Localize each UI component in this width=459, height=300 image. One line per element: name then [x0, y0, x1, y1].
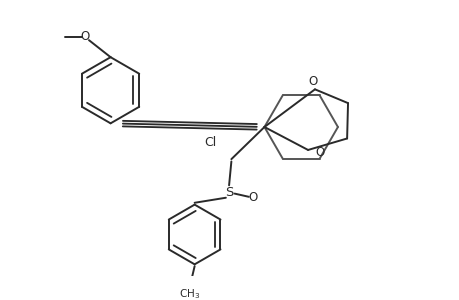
Text: O: O — [314, 146, 324, 159]
Text: O: O — [248, 191, 257, 204]
Text: CH$_3$: CH$_3$ — [178, 287, 199, 300]
Text: O: O — [308, 75, 317, 88]
Text: Cl: Cl — [204, 136, 216, 149]
Text: O: O — [80, 30, 90, 43]
Text: S: S — [224, 186, 233, 199]
